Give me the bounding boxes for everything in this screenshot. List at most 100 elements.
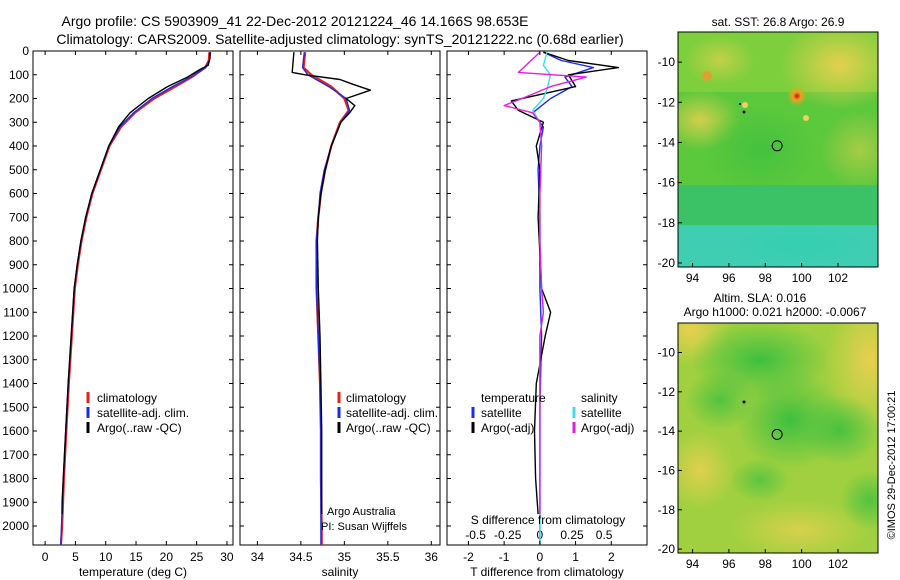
x-tick-label: 30 xyxy=(220,550,234,564)
s-difference-xlabel: S difference from climatology xyxy=(471,513,626,527)
depth-tick-label: 1900 xyxy=(2,495,29,509)
temperature-panel: 0100200300400500600700800900100011001200… xyxy=(2,44,234,579)
legend-label-temp-argo: Argo(-adj) xyxy=(481,421,534,435)
legend-label-temp-satellite: satellite xyxy=(481,406,522,420)
depth-tick-label: 1300 xyxy=(2,353,29,367)
depth-tick-label: 1000 xyxy=(2,282,29,296)
salinity-panel: 34 34.5 35 35.5 36 salinity climatology sate… xyxy=(239,50,441,579)
lat-tick-label: -14 xyxy=(658,424,676,438)
series-line-argo-raw-qc- xyxy=(291,52,372,515)
sla-map-frame xyxy=(677,322,879,554)
t-difference-xlabel: T difference from climatology xyxy=(470,565,624,579)
sla-map-subtitle: Argo h1000: 0.021 h2000: -0.0067 xyxy=(684,305,867,319)
lon-tick-label: 100 xyxy=(792,271,812,285)
depth-tick-label: 600 xyxy=(9,187,29,201)
sst-argo-marker xyxy=(771,140,783,152)
depth-tick-label: 0 xyxy=(22,44,29,58)
x-tick-label: 36 xyxy=(425,550,439,564)
x-tick-label: -1 xyxy=(499,550,510,564)
series-line-salinity-argo-adj- xyxy=(503,51,587,515)
legend-label-argo: Argo(..raw -QC) xyxy=(97,421,182,435)
s-diff-tick-label: -0.5 xyxy=(465,528,486,542)
x-tick-label: 25 xyxy=(190,550,204,564)
header-title-line1: Argo profile: CS 5903909_41 22-Dec-2012 … xyxy=(61,13,528,29)
imos-timestamp: ©IMOS 29-Dec-2012 17:00:21 xyxy=(886,391,898,540)
sst-lon-ticks: 94 96 98 100 102 xyxy=(686,263,848,285)
depth-tick-label: 1100 xyxy=(3,305,29,319)
lon-tick-label: 98 xyxy=(759,557,773,571)
difference-legend: temperature satellite Argo(-adj) salinit… xyxy=(471,391,634,435)
temperature-tick-labels: 0 5 10 15 20 25 30 xyxy=(42,550,234,564)
x-tick-label: 1 xyxy=(572,550,579,564)
difference-lines xyxy=(503,51,620,545)
lat-tick-label: -12 xyxy=(658,95,676,109)
x-tick-label: 0 xyxy=(537,550,544,564)
lat-tick-label: -18 xyxy=(658,216,676,230)
salinity-lines xyxy=(291,52,372,545)
owner-label: Argo Australia xyxy=(327,506,396,518)
sst-argo-track-dot-2 xyxy=(739,103,741,105)
sst-field xyxy=(678,32,878,267)
lon-tick-label: 96 xyxy=(722,557,736,571)
legend-label-satellite: satellite-adj. clim. xyxy=(97,406,189,420)
salinity-tick-labels: 34 34.5 35 35.5 36 xyxy=(251,550,439,564)
s-diff-tick-label: 0.5 xyxy=(596,528,613,542)
temperature-xlabel: temperature (deg C) xyxy=(79,565,187,579)
legend-title-salinity: salinity xyxy=(581,391,618,405)
temperature-axes-box xyxy=(32,50,234,546)
legend-label-climatology: climatology xyxy=(346,391,406,405)
sla-lon-ticks: 94 96 98 100 102 xyxy=(686,549,848,571)
sla-lat-ticks: -10 -12 -14 -16 -18 -20 xyxy=(658,345,682,556)
x-tick-label: 34.5 xyxy=(289,550,313,564)
x-tick-label: 20 xyxy=(160,550,174,564)
sla-argo-marker xyxy=(771,428,783,440)
lon-tick-label: 98 xyxy=(759,271,773,285)
lon-tick-label: 96 xyxy=(722,271,736,285)
depth-tick-label: 1600 xyxy=(2,424,29,438)
lat-tick-label: -10 xyxy=(658,55,676,69)
lon-tick-label: 102 xyxy=(828,271,848,285)
depth-tick-label: 1800 xyxy=(2,472,29,486)
x-tick-label: 35.5 xyxy=(376,550,400,564)
lon-tick-label: 94 xyxy=(686,557,700,571)
sst-hotspot xyxy=(787,86,807,106)
lat-tick-label: -14 xyxy=(658,135,676,149)
sst-lat-ticks: -10 -12 -14 -16 -18 -20 xyxy=(658,55,682,270)
lon-tick-label: 100 xyxy=(792,557,812,571)
depth-tick-label: 400 xyxy=(9,139,29,153)
temperature-lines xyxy=(59,52,212,546)
depth-tick-label: 700 xyxy=(9,210,29,224)
depth-tick-label: 500 xyxy=(9,163,29,177)
temperature-legend: climatology satellite-adj. clim. Argo(..… xyxy=(86,391,189,435)
lat-tick-label: -10 xyxy=(658,345,676,359)
legend-title-temperature: temperature xyxy=(481,391,546,405)
header-title-line2: Climatology: CARS2009. Satellite-adjuste… xyxy=(56,31,623,47)
difference-axes-box xyxy=(446,50,648,546)
legend-label-argo: Argo(..raw -QC) xyxy=(346,421,431,435)
x-tick-label: 34 xyxy=(251,550,265,564)
x-tick-label: 0 xyxy=(42,550,49,564)
series-line-temperature-satellite xyxy=(532,51,595,545)
x-tick-label: 10 xyxy=(99,550,113,564)
lat-tick-label: -18 xyxy=(658,503,676,517)
legend-label-sal-satellite: satellite xyxy=(581,406,622,420)
sla-map-title: Altim. SLA: 0.016 xyxy=(714,291,807,305)
depth-tick-label: 800 xyxy=(9,234,29,248)
sst-argo-track-dot xyxy=(742,110,746,114)
depth-tick-label: 300 xyxy=(9,115,29,129)
sla-field xyxy=(678,323,878,553)
legend-label-satellite: satellite-adj. clim. xyxy=(346,406,438,420)
salinity-axes-box xyxy=(239,50,441,546)
sst-map-frame xyxy=(677,31,879,268)
depth-tick-label: 1400 xyxy=(2,377,29,391)
depth-tick-label: 900 xyxy=(9,258,29,272)
sst-map-title: sat. SST: 26.8 Argo: 26.9 xyxy=(712,15,845,29)
s-diff-tick-label: -0.25 xyxy=(494,528,522,542)
pi-label: PI: Susan Wijffels xyxy=(321,521,407,533)
sla-map-panel: Altim. SLA: 0.016 Argo h1000: 0.021 h200… xyxy=(658,291,879,571)
difference-panel: -2 -1 0 1 2 -0.5 -0.25 0 0.25 0.5 S difference f… xyxy=(446,50,648,579)
salinity-legend: climatology satellite-adj. clim. Argo(..… xyxy=(337,391,438,435)
lat-tick-label: -20 xyxy=(658,542,676,556)
depth-tick-label: 2000 xyxy=(2,519,29,533)
legend-label-sal-argo: Argo(-adj) xyxy=(581,421,634,435)
